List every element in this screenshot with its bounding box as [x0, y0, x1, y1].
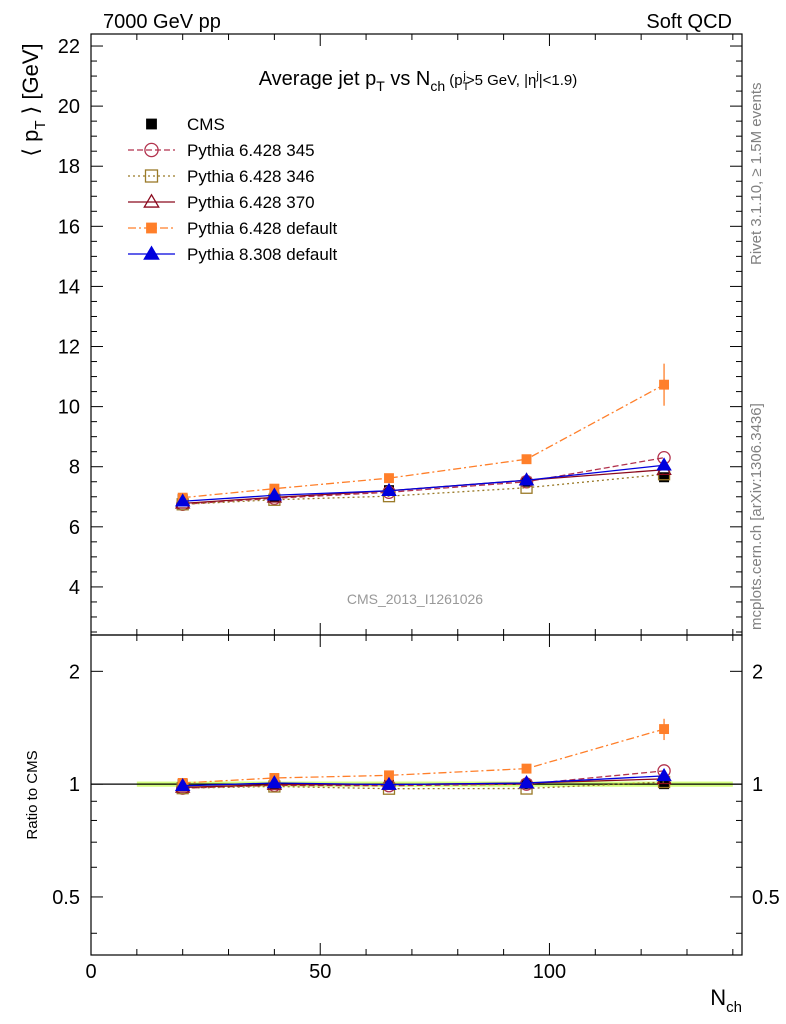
- ratio-tick-label-left: 2: [69, 661, 80, 683]
- series-4-line: [182, 384, 665, 499]
- y-tick-label: 12: [58, 337, 80, 359]
- title-cut-open: (p: [445, 72, 463, 89]
- legend: CMS Pythia 6.428 345 Pythia 6.428 346 Pythi…: [128, 115, 338, 264]
- ratio-tick-label-right: 1: [752, 774, 763, 796]
- series-layer: [174, 363, 672, 795]
- legend-label-1: Pythia 6.428 345: [187, 141, 315, 160]
- series-4-ratio-point: [521, 763, 532, 774]
- series-2-line: [182, 473, 665, 505]
- title-cut-mid: >5 GeV, |η: [466, 72, 536, 89]
- ratio-plot-frame: [90, 634, 743, 956]
- x-tick-label: 0: [85, 961, 96, 983]
- series-4-point: [659, 379, 670, 390]
- legend-label-0: CMS: [187, 115, 225, 134]
- series-4-point: [521, 454, 532, 465]
- ylabel-sub: T: [32, 120, 49, 129]
- ratio-tick-label-right: 0.5: [752, 887, 780, 909]
- mcplots-label: mcplots.cern.ch [arXiv:1306.3436]: [748, 403, 765, 630]
- process-label: Soft QCD: [646, 11, 732, 33]
- series-5-point: [174, 493, 191, 507]
- series-5-point: [656, 457, 672, 471]
- x-tick-label: 50: [309, 961, 331, 983]
- series-5-point: [518, 472, 535, 486]
- x-axis-label: Nch: [710, 985, 742, 1016]
- legend-label-4: Pythia 6.428 default: [187, 219, 338, 238]
- xlabel-sub: ch: [726, 999, 742, 1016]
- legend-marker-5: [143, 245, 160, 260]
- series-1-ratio-line: [182, 770, 665, 789]
- series-3-line: [182, 469, 665, 505]
- title-vs: vs N: [385, 68, 431, 90]
- x-tick-label: 100: [533, 961, 566, 983]
- title-cut-close: |<1.9): [539, 72, 578, 89]
- y-tick-label: 8: [69, 457, 80, 479]
- analysis-watermark: CMS_2013_I1261026: [347, 591, 483, 607]
- ylabel-end: ⟩ [GeV]: [18, 43, 43, 120]
- y-tick-label: 14: [58, 276, 80, 298]
- series-5-ratio-point: [518, 775, 535, 789]
- legend-marker-2: [144, 169, 159, 183]
- legend-label-5: Pythia 8.308 default: [187, 245, 338, 264]
- y-axis-label: ⟨ pT ⟩ [GeV]: [18, 43, 49, 156]
- y-tick-label: 16: [58, 216, 80, 238]
- ratio-tick-label-left: 0.5: [52, 887, 80, 909]
- series-5-ratio-point: [174, 777, 191, 792]
- legend-marker-1: [144, 142, 159, 158]
- series-5-point: [381, 482, 397, 497]
- legend-label-2: Pythia 6.428 346: [187, 167, 315, 186]
- y-tick-label: 4: [69, 577, 80, 599]
- series-1-line: [182, 457, 665, 505]
- title-cut-sup: j: [462, 70, 465, 82]
- cms-data-point: [659, 472, 670, 483]
- title-main: Average jet p: [259, 68, 377, 90]
- y-tick-label: 6: [69, 517, 80, 539]
- title-cut-sup2: j: [535, 70, 538, 82]
- ratio-tick-label-left: 1: [69, 774, 80, 796]
- series-5-ratio-point: [381, 776, 397, 790]
- energy-label: 7000 GeV pp: [103, 11, 221, 33]
- y-tick-label: 10: [58, 397, 80, 419]
- series-5-ratio-point: [266, 775, 283, 789]
- title-main-sub: T: [376, 78, 385, 94]
- series-4-ratio-line: [182, 728, 665, 784]
- legend-marker-0: [146, 118, 157, 130]
- series-5-ratio-point: [656, 767, 672, 782]
- xlabel-main: N: [710, 985, 726, 1010]
- series-5-point: [266, 487, 283, 501]
- ratio-y-axis-label: Ratio to CMS: [24, 750, 41, 839]
- ratio-tick-label-right: 2: [752, 661, 763, 683]
- ylabel-main: ⟨ p: [18, 130, 43, 157]
- y-tick-label: 18: [58, 156, 80, 178]
- series-4-ratio-point: [659, 724, 670, 735]
- legend-label-3: Pythia 6.428 370: [187, 193, 315, 212]
- series-4-ratio-point: [384, 770, 394, 781]
- series-4-point: [384, 473, 394, 484]
- y-tick-label: 22: [58, 36, 80, 58]
- rivet-version-label: Rivet 3.1.10, ≥ 1.5M events: [748, 83, 765, 266]
- title-vs-sub: ch: [430, 78, 445, 94]
- legend-marker-3: [143, 193, 160, 208]
- legend-marker-4: [146, 222, 157, 234]
- title-cut-sub: T: [463, 81, 470, 93]
- plot-title: Average jet pT vs Nch (pTj>5 GeV, |ηj|<1…: [259, 68, 578, 94]
- y-tick-label: 20: [58, 96, 80, 118]
